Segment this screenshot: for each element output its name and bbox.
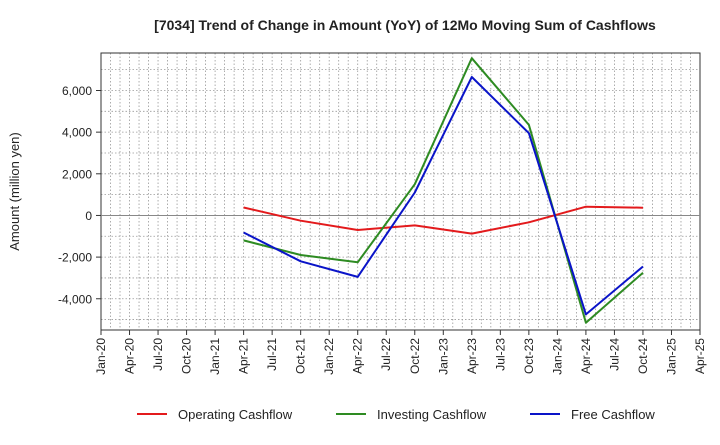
- series-layer: [243, 57, 644, 324]
- x-tick-label: Oct-21: [294, 338, 308, 374]
- x-tick-label: Apr-23: [465, 338, 479, 374]
- y-tick-label: 6,000: [62, 84, 92, 98]
- series-line-free-cashflow: [243, 76, 644, 316]
- x-tick-label: Apr-20: [123, 338, 137, 374]
- x-tick-label: Oct-23: [522, 338, 536, 374]
- plot-frame: [100, 52, 701, 331]
- y-tick-label: 2,000: [62, 167, 92, 181]
- y-tick-label: -4,000: [58, 292, 92, 306]
- x-tick-label: Apr-24: [579, 338, 593, 374]
- x-tick-label: Jan-23: [436, 338, 450, 375]
- x-tick-label: Jan-21: [208, 338, 222, 375]
- x-tick-label: Oct-24: [636, 338, 650, 374]
- y-tick-label: 4,000: [62, 126, 92, 140]
- y-axis-ticks: -4,000 -2,000 0 2,000 4,000 6,000: [58, 84, 101, 306]
- y-tick-label: -2,000: [58, 251, 92, 265]
- x-tick-label: Jan-22: [322, 338, 336, 375]
- legend-label: Investing Cashflow: [377, 407, 487, 422]
- x-tick-label: Jul-20: [151, 338, 165, 371]
- x-tick-label: Jan-20: [94, 338, 108, 375]
- x-tick-label: Jul-24: [607, 338, 621, 371]
- series-line-investing-cashflow: [243, 57, 644, 324]
- legend: Operating Cashflow Investing Cashflow Free…: [137, 407, 655, 422]
- x-tick-label: Oct-22: [408, 338, 422, 374]
- legend-label: Operating Cashflow: [178, 407, 293, 422]
- x-tick-label: Jul-21: [265, 338, 279, 371]
- x-axis-ticks: Jan-20 Apr-20 Jul-20 Oct-20 Jan-21 Apr-21 Jul-…: [94, 330, 707, 375]
- chart-title: [7034] Trend of Change in Amount (YoY) o…: [154, 17, 656, 33]
- x-tick-label: Apr-22: [351, 338, 365, 374]
- x-tick-label: Jul-23: [493, 338, 507, 371]
- x-tick-label: Oct-20: [180, 338, 194, 374]
- y-axis-label: Amount (million yen): [7, 132, 22, 251]
- grid-layer: [101, 53, 700, 330]
- legend-label: Free Cashflow: [571, 407, 655, 422]
- series-line-operating-cashflow: [243, 205, 644, 235]
- y-tick-label: 0: [85, 209, 92, 223]
- x-tick-label: Jan-25: [664, 338, 678, 375]
- x-tick-label: Jan-24: [550, 338, 564, 375]
- x-tick-label: Jul-22: [379, 338, 393, 371]
- x-tick-label: Apr-21: [237, 338, 251, 374]
- x-tick-label: Apr-25: [693, 338, 707, 374]
